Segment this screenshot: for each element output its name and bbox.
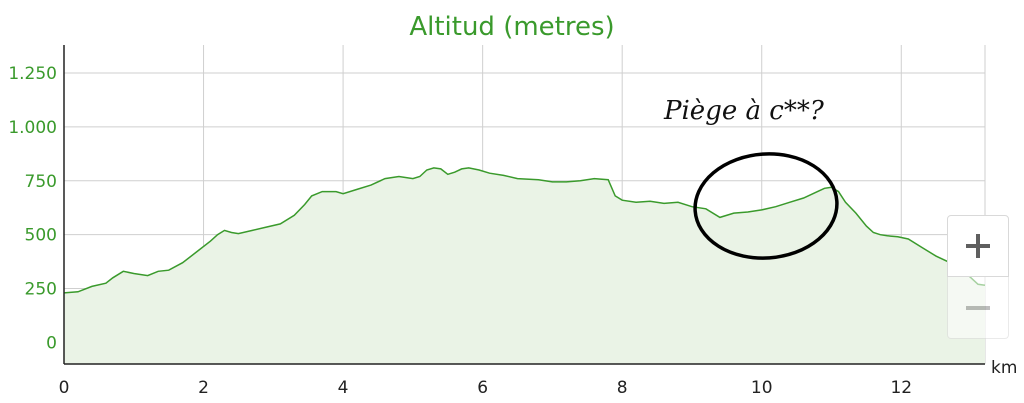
tick-labels: 0 2 4 6 8 10 12 0 250 500 750 1.000 1.250 km (8, 64, 1017, 398)
plus-icon (966, 234, 990, 258)
y-tick-label: 1.000 (8, 118, 57, 138)
y-tick-label: 500 (25, 226, 57, 246)
x-tick-label: 2 (198, 378, 209, 398)
chart-title: Altitud (metres) (409, 12, 615, 42)
annotation-text: Piège à c**? (664, 96, 824, 126)
zoom-out-button[interactable] (947, 277, 1009, 339)
chart-axes (63, 45, 985, 365)
y-tick-label: 0 (46, 333, 57, 353)
minus-icon (966, 305, 990, 310)
x-tick-label: 0 (59, 378, 70, 398)
y-tick-label: 250 (25, 280, 57, 300)
x-tick-label: 4 (338, 378, 349, 398)
x-tick-label: 6 (477, 378, 488, 398)
hand-drawn-circle (693, 152, 839, 260)
y-tick-label: 750 (25, 172, 57, 192)
elevation-line (63, 167, 986, 294)
zoom-in-button[interactable] (947, 215, 1009, 277)
x-tick-label: 8 (617, 378, 628, 398)
x-tick-label: 10 (751, 378, 773, 398)
x-axis-label: km (991, 358, 1017, 378)
y-tick-label: 1.250 (8, 64, 57, 84)
x-tick-label: 12 (890, 378, 912, 398)
elevation-area (64, 167, 985, 364)
